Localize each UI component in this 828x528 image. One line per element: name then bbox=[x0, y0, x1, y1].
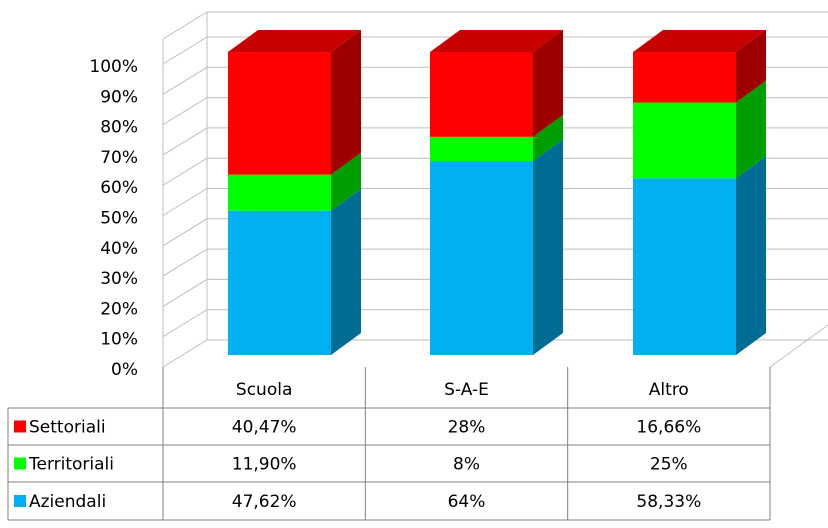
y-tick-label: 90% bbox=[100, 87, 138, 107]
y-tick-label: 80% bbox=[100, 118, 138, 138]
table-value: 47,62% bbox=[232, 492, 297, 512]
y-tick-label: 50% bbox=[100, 209, 138, 229]
bar-segment-side bbox=[331, 188, 361, 355]
bar-segment bbox=[430, 52, 533, 137]
bar-top bbox=[228, 30, 361, 53]
y-tick-label: 30% bbox=[100, 269, 138, 289]
table-value: 16,66% bbox=[636, 418, 701, 438]
legend-label: Territoriali bbox=[28, 455, 114, 475]
grid-line bbox=[162, 157, 828, 186]
grid-line bbox=[162, 309, 828, 338]
table-value: 58,33% bbox=[636, 492, 701, 512]
floor-right-edge bbox=[769, 324, 828, 368]
y-tick-label: 20% bbox=[100, 299, 138, 319]
bar-segment-side bbox=[533, 139, 563, 355]
bar-segment bbox=[633, 102, 736, 179]
y-tick-label: 40% bbox=[100, 239, 138, 259]
category-label: Scuola bbox=[236, 380, 292, 400]
grid-line bbox=[162, 66, 828, 95]
bar-segment bbox=[228, 52, 331, 175]
bar-segment bbox=[430, 136, 533, 162]
table-value: 64% bbox=[448, 492, 486, 512]
grid-line bbox=[162, 278, 828, 307]
bar-segment bbox=[430, 161, 533, 355]
bar-segment-side bbox=[736, 80, 766, 179]
bar-segment bbox=[228, 210, 331, 355]
table-value: 8% bbox=[453, 455, 480, 475]
bar-top bbox=[633, 30, 766, 53]
grid-line bbox=[162, 127, 828, 156]
table-value: 11,90% bbox=[232, 455, 297, 475]
bar-segment bbox=[633, 178, 736, 355]
left-wall-top bbox=[162, 11, 208, 40]
grid-line bbox=[162, 97, 828, 126]
table-value: 28% bbox=[448, 418, 486, 438]
bar-segment-side bbox=[331, 30, 361, 175]
bar-segment-side bbox=[736, 30, 766, 103]
legend-label: Aziendali bbox=[29, 492, 106, 512]
legend-label: Settoriali bbox=[29, 418, 106, 438]
grid-line bbox=[162, 36, 828, 65]
legend-swatch bbox=[14, 420, 26, 433]
y-tick-label: 70% bbox=[100, 148, 138, 168]
legend-swatch bbox=[14, 495, 26, 507]
y-tick-label: 60% bbox=[100, 178, 138, 198]
floor-back-edge bbox=[162, 339, 828, 368]
grid-line bbox=[162, 248, 828, 277]
category-label: Altro bbox=[649, 380, 689, 400]
bar-top bbox=[430, 30, 563, 52]
bar-segment bbox=[633, 52, 736, 103]
legend-swatch bbox=[14, 457, 26, 470]
y-tick-label: 0% bbox=[111, 360, 138, 380]
bar-segment-side bbox=[736, 156, 766, 355]
table-value: 40,47% bbox=[232, 418, 297, 438]
y-tick-label: 10% bbox=[100, 330, 138, 350]
category-label: S-A-E bbox=[444, 380, 489, 400]
bar-segment-side bbox=[533, 114, 563, 162]
bar-segment-side bbox=[533, 30, 563, 137]
bar-segment-side bbox=[331, 152, 361, 211]
grid-line bbox=[162, 218, 828, 247]
bar-segment bbox=[228, 174, 331, 211]
grid-line bbox=[162, 188, 828, 216]
table-value: 25% bbox=[650, 455, 688, 475]
y-tick-label: 100% bbox=[89, 57, 138, 77]
